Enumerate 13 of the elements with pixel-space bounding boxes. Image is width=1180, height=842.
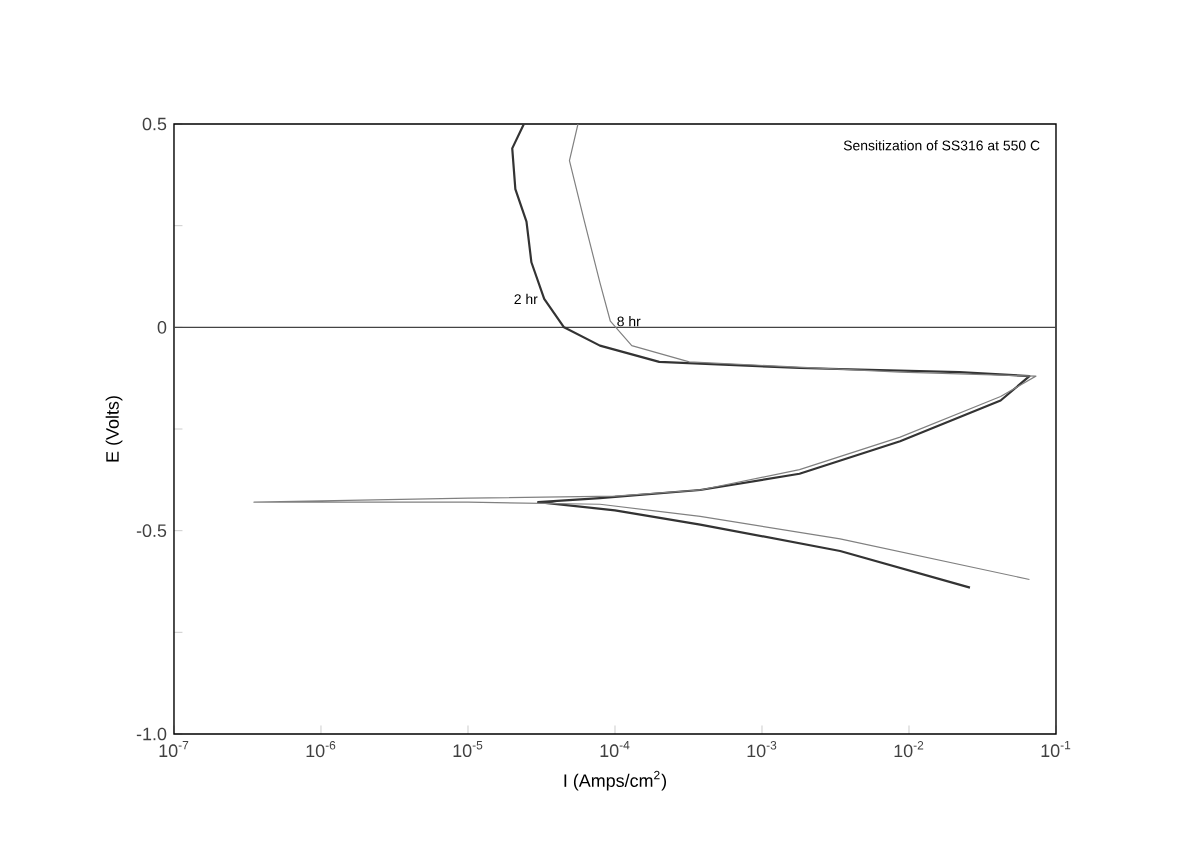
y-tick-label: 0.5 [142,117,167,131]
x-tick-label: 10$^{-5}$ [453,741,483,758]
y-tick-label: -0.5 [136,524,167,538]
y-tick-label: -1.0 [136,727,167,741]
x-tick-label: 10$^{-3}$ [747,741,777,758]
x-tick-label: 10$^{-2}$ [894,741,924,758]
x-tick-label: 10$^{-7}$ [159,741,189,758]
y-axis-title: E (Volts) [105,396,123,462]
y-tick-label: 0 [157,320,167,334]
x-axis-title: I (Amps/cm$^{2}$) [564,770,667,791]
x-tick-label: 10$^{-1}$ [1041,741,1071,758]
x-tick-label: 10$^{-4}$ [600,741,630,758]
x-tick-label: 10$^{-6}$ [306,741,336,758]
